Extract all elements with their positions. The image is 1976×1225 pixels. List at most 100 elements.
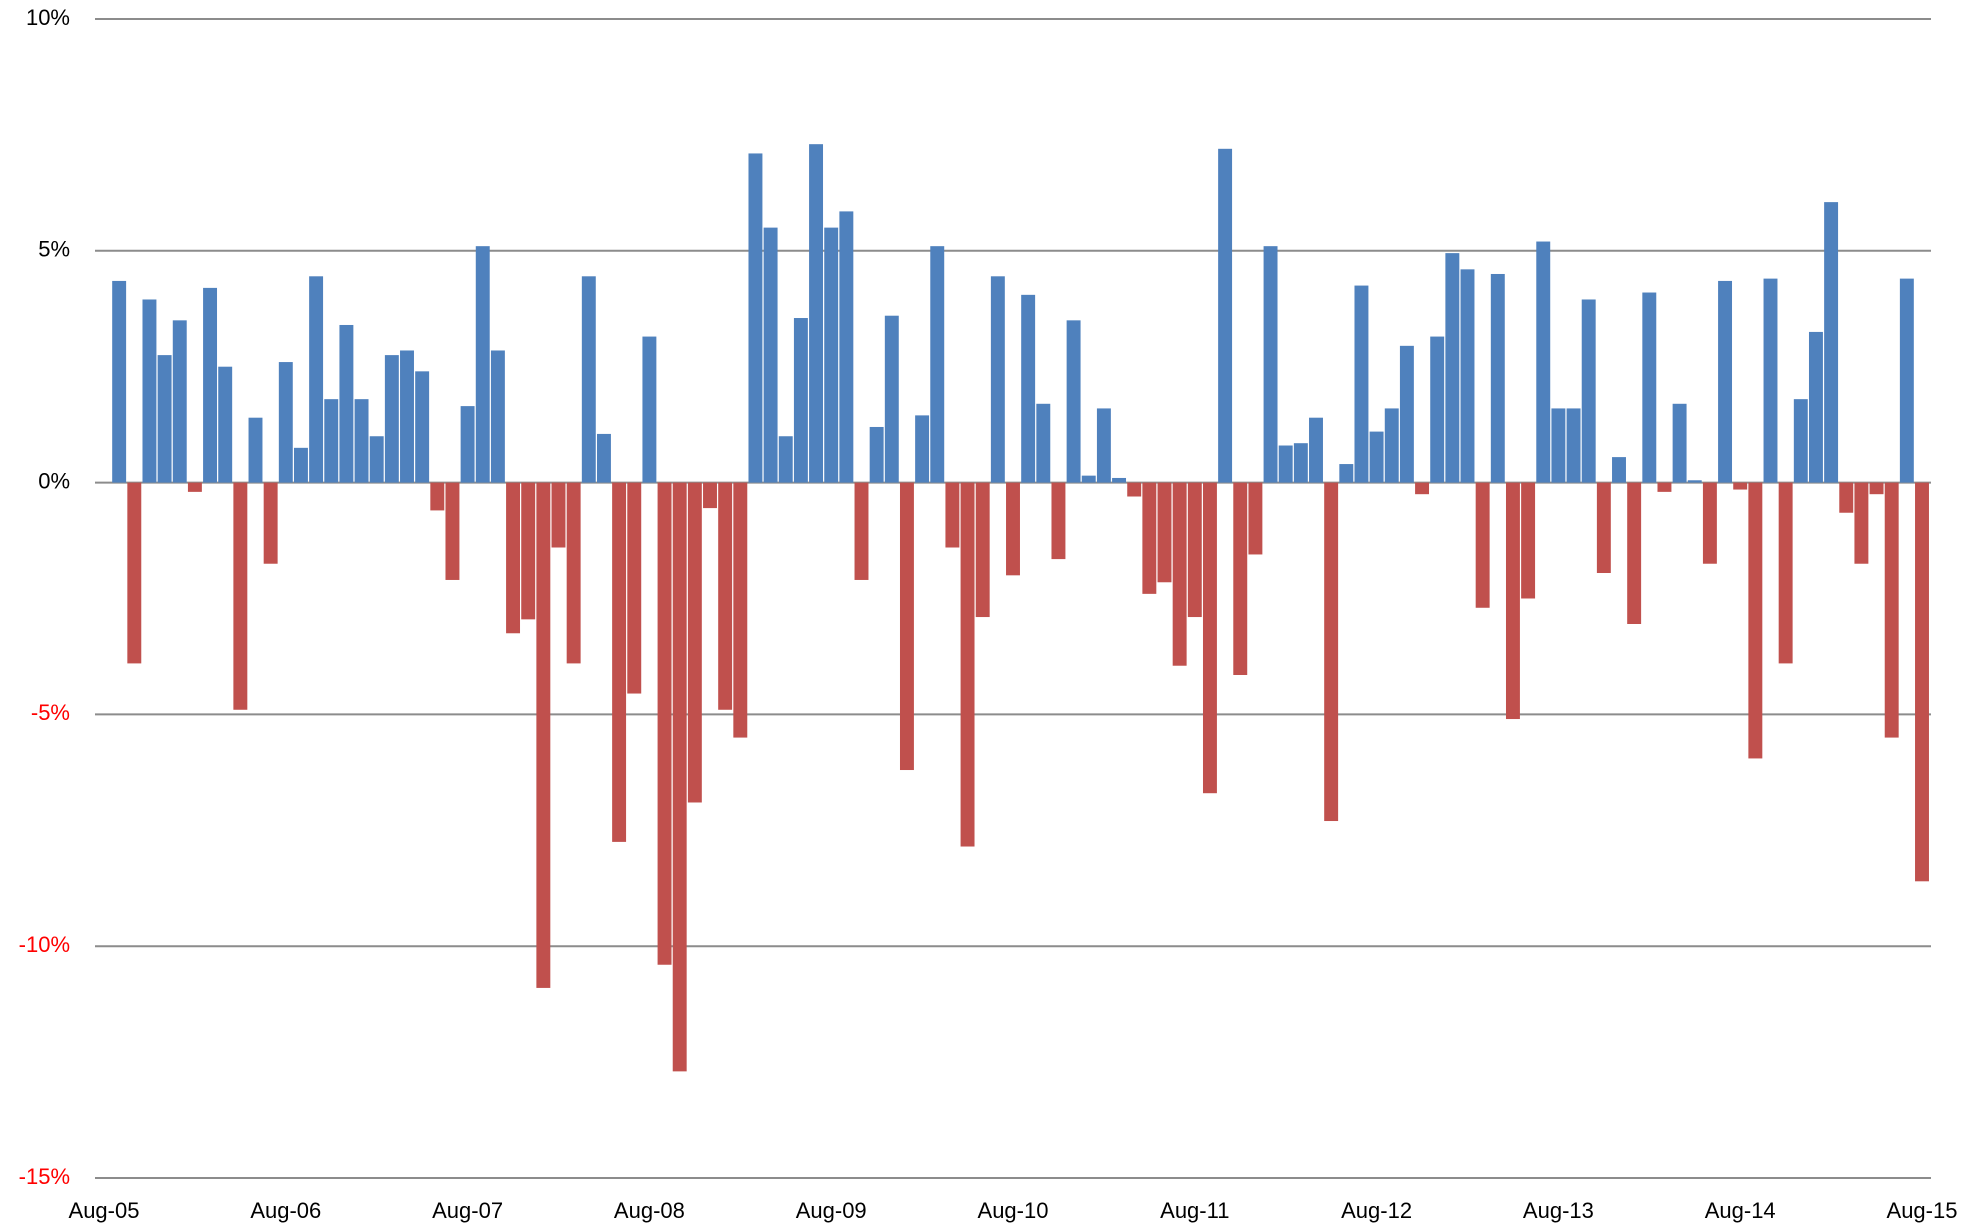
bar [1354,285,1369,483]
x-tick-label: Aug-11 [1160,1198,1229,1223]
bar [748,153,763,483]
x-tick-label: Aug-12 [1341,1198,1412,1223]
bar [142,299,157,483]
bar [1733,482,1748,490]
x-tick-label: Aug-08 [614,1198,685,1223]
bar [581,276,596,483]
bar [1672,403,1687,483]
bar [672,482,687,1072]
bar [627,482,642,694]
bar [1430,336,1445,483]
bar [824,227,839,483]
bar [1551,408,1566,483]
x-tick-label: Aug-14 [1705,1198,1776,1223]
bar [1066,320,1081,483]
bar [915,415,930,483]
bar [899,482,914,771]
bar [1248,482,1263,555]
bar [293,447,308,483]
bar [1627,482,1642,624]
bar [1233,482,1248,675]
bar [172,320,187,483]
bar [1081,475,1096,483]
bar [1202,482,1217,794]
bar [612,482,627,842]
bar [1490,273,1505,483]
bar [248,417,263,483]
bar [1657,482,1672,492]
bar [1521,482,1536,599]
x-tick-label: Aug-13 [1523,1198,1594,1223]
bar [1036,403,1051,483]
x-tick-label: Aug-07 [432,1198,503,1223]
y-tick-label: -15% [19,1164,70,1189]
x-tick-label: Aug-09 [796,1198,867,1223]
bar [369,436,384,483]
bar [1687,480,1702,483]
bar [945,482,960,548]
bar [400,350,414,483]
bar [809,144,824,483]
bar [1566,408,1581,483]
bar [324,399,339,483]
bar [127,482,142,664]
bar [990,276,1005,483]
bar [718,482,733,710]
bar [1536,241,1551,483]
bar [536,482,551,988]
bar [1869,482,1884,495]
bar [278,362,293,483]
bar [793,318,808,483]
x-tick-label: Aug-05 [69,1198,140,1223]
bar [1460,269,1475,483]
bar [1142,482,1157,594]
bar [1309,417,1323,483]
bar [309,276,324,483]
bar [1793,399,1808,483]
y-tick-label: 0% [38,468,70,493]
bar [1112,477,1127,483]
bar [415,371,430,483]
bar [1748,482,1763,759]
bar [1187,482,1202,618]
bar [642,336,657,483]
bar [1218,148,1233,483]
bar [596,433,611,483]
bar [1445,253,1460,483]
bar [1778,482,1793,664]
bar [703,482,717,509]
bar [1899,278,1914,483]
bar [1718,280,1733,483]
bar [960,482,975,847]
bar [1642,292,1657,483]
bar [687,482,702,803]
bar [1263,246,1278,483]
bar [1339,464,1354,483]
bar [1096,408,1111,483]
bar [1475,482,1490,608]
bar [1839,482,1854,513]
bar [1127,482,1142,497]
bar [839,211,854,483]
bar [1808,331,1823,483]
bar [551,482,566,548]
bar [339,324,354,483]
bar [1369,431,1384,483]
bar [1763,278,1778,483]
bar [445,482,460,580]
bar [430,482,445,511]
bar [233,482,248,710]
y-tick-label: 10% [26,5,70,30]
bar [1854,482,1869,564]
bar [157,355,172,483]
y-tick-label: -5% [31,700,70,725]
bar [1006,482,1020,576]
bar [1581,299,1596,483]
bar [884,315,899,483]
bar [1505,482,1520,720]
bar [869,426,884,483]
bar [521,482,536,620]
bar [506,482,521,634]
y-tick-label: 5% [38,237,70,262]
